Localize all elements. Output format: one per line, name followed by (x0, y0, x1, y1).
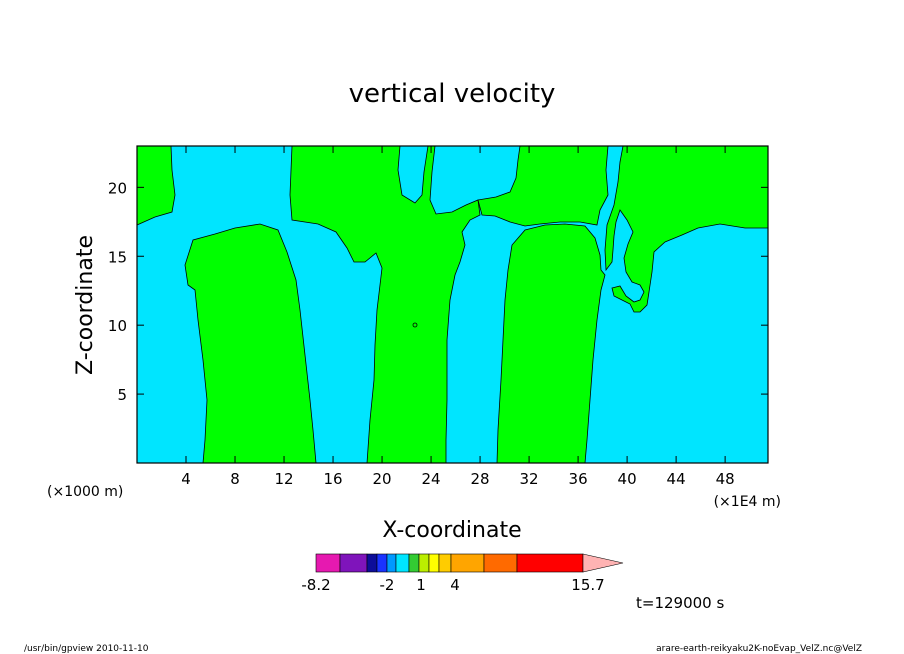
x-unit-right-label: (×1E4 m) (714, 494, 781, 510)
colorbar-labels: -8.2 -2 1 4 15.7 (301, 576, 604, 594)
colorbar (315, 553, 624, 573)
y-tick-label: 5 (117, 386, 127, 404)
x-tick-label: 32 (520, 470, 539, 488)
x-tick-label: 24 (422, 470, 441, 488)
y-axis-ticks: 5 10 15 20 (108, 179, 768, 404)
colorbar-tick-label: -2 (380, 576, 395, 594)
x-tick-label: 12 (274, 470, 293, 488)
colorbar-bin (418, 553, 430, 573)
region-east-column (496, 223, 606, 464)
x-tick-label: 48 (716, 470, 735, 488)
colorbar-bin (408, 553, 420, 573)
colorbar-bin (395, 553, 410, 573)
x-tick-label: 28 (471, 470, 490, 488)
region-right-top (604, 145, 769, 313)
region-upper-bridge (477, 145, 609, 227)
x-unit-left-label: (×1000 m) (47, 484, 123, 500)
colorbar-bin (386, 553, 397, 573)
x-tick-label: 44 (667, 470, 686, 488)
colorbar-bin (516, 553, 584, 573)
x-tick-label: 40 (618, 470, 637, 488)
region-west-column (184, 223, 317, 464)
small-positive-cell (412, 322, 418, 328)
y-tick-label: 20 (108, 179, 127, 197)
colorbar-bin (428, 553, 440, 573)
time-label: t=129000 s (636, 594, 724, 612)
footer-right: arare-earth-reikyaku2K-noEvap_VelZ.nc@Ve… (656, 644, 862, 654)
x-tick-label: 16 (323, 470, 342, 488)
footer-left: /usr/bin/gpview 2010-11-10 (24, 644, 149, 654)
colorbar-tick-label: 1 (416, 576, 426, 594)
x-tick-label: 8 (230, 470, 240, 488)
colorbar-bin (438, 553, 452, 573)
colorbar-bin (366, 553, 378, 573)
colorbar-bin (483, 553, 518, 573)
colorbar-tick-label: 15.7 (571, 576, 604, 594)
colorbar-tick-label: 4 (450, 576, 460, 594)
colorbar-bin (376, 553, 388, 573)
region-left-top (136, 145, 176, 226)
chart-title: vertical velocity (349, 79, 556, 109)
x-tick-label: 36 (569, 470, 588, 488)
colorbar-bin (315, 553, 341, 573)
region-middle-column (289, 145, 481, 464)
plot-frame (136, 145, 769, 464)
colorbar-tick-label: -8.2 (301, 576, 330, 594)
y-axis-title: Z-coordinate (73, 235, 98, 375)
colorbar-bin (339, 553, 368, 573)
x-tick-label: 20 (373, 470, 392, 488)
y-tick-label: 15 (108, 248, 127, 266)
contour-regions (136, 145, 769, 464)
y-tick-label: 10 (108, 317, 127, 335)
x-axis-ticks: 4 8 12 16 20 24 28 32 36 40 44 48 (181, 146, 735, 488)
x-tick-label: 4 (181, 470, 191, 488)
colorbar-arrow (582, 553, 624, 573)
colorbar-bin (450, 553, 485, 573)
x-axis-title: X-coordinate (382, 518, 521, 543)
